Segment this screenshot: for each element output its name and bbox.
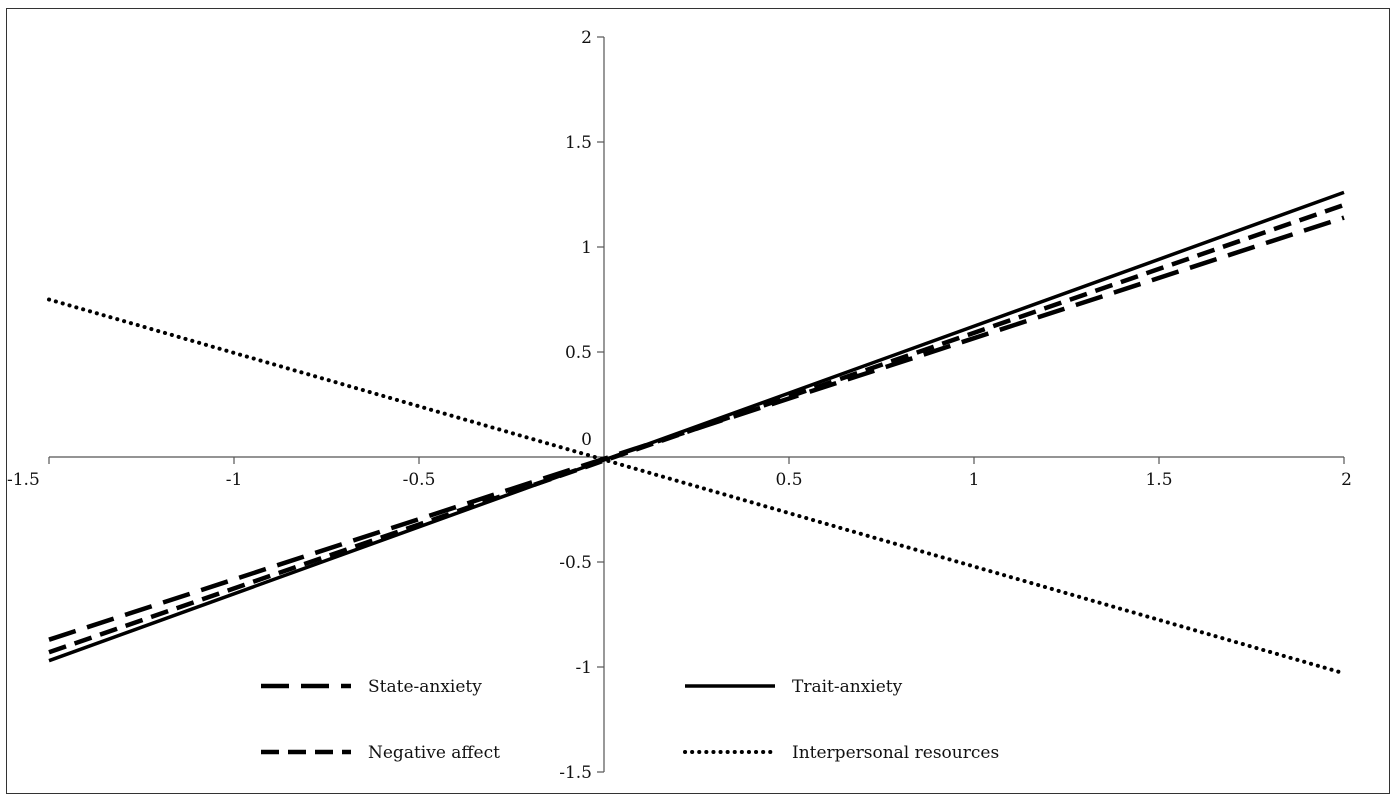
legend-label-interpersonal-resources: Interpersonal resources [792, 743, 999, 763]
y-tick-label: 2 [581, 28, 592, 48]
origin-label: 0 [581, 430, 592, 450]
y-tick-label: 1 [581, 238, 592, 258]
series-line-interpersonal-resources [47, 297, 1346, 676]
y-tick-label: 1.5 [565, 133, 592, 153]
series-lines [47, 190, 1346, 676]
line-chart: -1.5 -1 -0.5 0.5 1 1.5 2 2 1.5 1 0.5 -0.5 -1 -1.5 0 St… [7, 28, 1352, 783]
legend: State-anxiety Trait-anxiety Negative affec… [261, 677, 999, 763]
x-tick-label: 1 [969, 470, 980, 490]
y-tick-label: 0.5 [565, 343, 592, 363]
x-tick-label: -1.5 [7, 470, 40, 490]
y-tick-label: -1 [575, 658, 592, 678]
legend-label-trait-anxiety: Trait-anxiety [792, 677, 903, 697]
legend-label-state-anxiety: State-anxiety [368, 677, 482, 697]
y-tick-label: -0.5 [559, 553, 592, 573]
chart-frame: -1.5 -1 -0.5 0.5 1 1.5 2 2 1.5 1 0.5 -0.5 -1 -1.5 0 St… [6, 8, 1390, 794]
x-tick-label: 0.5 [775, 470, 802, 490]
x-tick-label: 2 [1341, 470, 1352, 490]
legend-label-negative-affect: Negative affect [368, 743, 500, 763]
x-tick-label: 1.5 [1145, 470, 1172, 490]
y-tick-label: -1.5 [559, 763, 592, 783]
axes: -1.5 -1 -0.5 0.5 1 1.5 2 2 1.5 1 0.5 -0.5 -1 -1.5 0 [7, 28, 1352, 783]
x-tick-label: -0.5 [403, 470, 436, 490]
series-line-negative-affect [48, 202, 1345, 655]
x-tick-label: -1 [226, 470, 243, 490]
